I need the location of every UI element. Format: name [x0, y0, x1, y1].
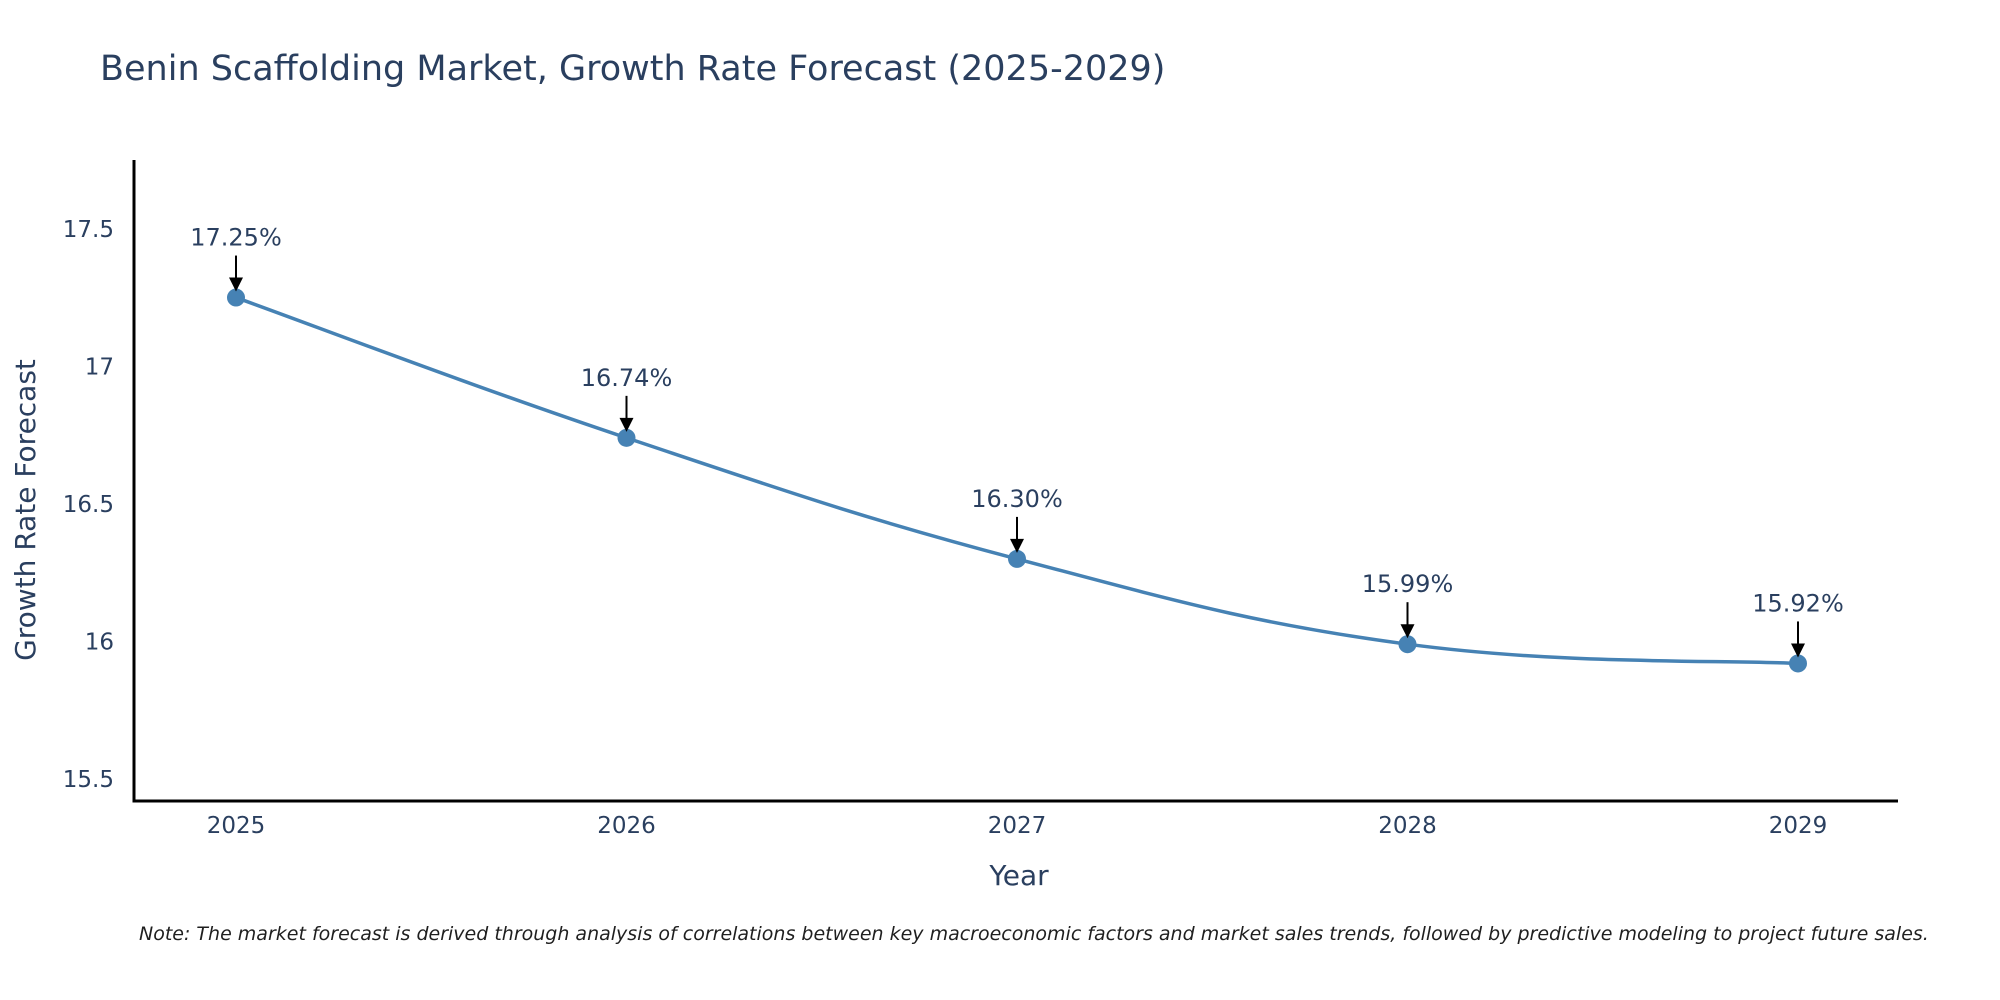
y-tick-label: 16: [85, 629, 114, 655]
annotation-arrow-head: [619, 417, 634, 432]
x-axis-ticks: 2025 2026 2027 2028 2029: [207, 813, 1828, 839]
data-label: 15.92%: [1752, 589, 1844, 617]
data-point: [1789, 654, 1807, 673]
y-axis-title: Growth Rate Forecast: [9, 359, 42, 661]
annotation-arrow-head: [1010, 538, 1024, 553]
x-axis-title: Year: [988, 859, 1049, 892]
annotation-arrow-head: [1400, 624, 1415, 639]
x-tick-label: 2029: [1769, 813, 1828, 839]
y-tick-label: 16.5: [63, 492, 114, 518]
data-point: [617, 428, 636, 447]
data-label-annotations: 17.25% 16.74% 16.30% 15.99% 15.92%: [190, 224, 1844, 658]
x-tick-label: 2025: [207, 813, 266, 839]
data-point: [1008, 549, 1026, 568]
plot-area: 15.5 16 16.5 17 17.5 2025 2026 2027 2028 2029 17…: [63, 160, 1898, 839]
data-label: 15.99%: [1362, 570, 1454, 598]
series-markers: [227, 288, 1807, 673]
x-tick-label: 2026: [597, 813, 656, 839]
series-line: [235, 295, 1799, 666]
data-label: 17.25%: [190, 224, 282, 252]
y-tick-label: 17: [85, 354, 114, 380]
annotation-arrow-head: [229, 277, 243, 292]
x-tick-label: 2027: [988, 813, 1047, 839]
chart-title: Benin Scaffolding Market, Growth Rate Fo…: [100, 49, 1165, 89]
y-tick-label: 15.5: [63, 767, 114, 793]
annotation-arrow-head: [1791, 643, 1805, 658]
y-tick-label: 17.5: [63, 217, 114, 243]
footnote: Note: The market forecast is derived thr…: [139, 923, 1929, 945]
y-axis-ticks: 15.5 16 16.5 17 17.5: [63, 217, 114, 793]
data-point: [1398, 635, 1417, 654]
x-tick-label: 2028: [1378, 813, 1437, 839]
data-point: [227, 288, 245, 307]
data-label: 16.30%: [971, 485, 1063, 513]
data-label: 16.74%: [581, 364, 673, 392]
